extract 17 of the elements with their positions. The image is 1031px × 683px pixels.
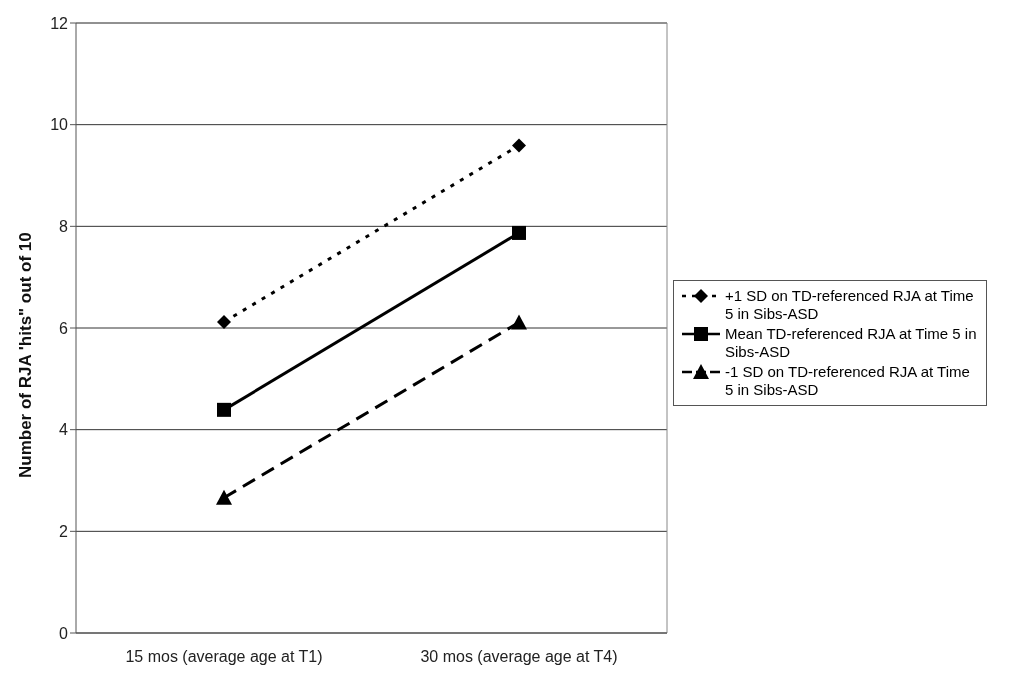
point [512,138,526,153]
y-tick-label: 2 [59,523,69,541]
y-tick-label: 12 [50,14,69,32]
y-tick-label: 4 [59,421,69,439]
point [217,314,231,329]
legend-label: Mean TD-referenced RJA at Time 5 in Sibs-ASD [725,325,978,361]
point [512,225,526,240]
y-tick-label: 6 [59,319,69,337]
legend-label: -1 SD on TD-referenced RJA at Time 5 in Sibs-ASD [725,363,971,399]
x-tick-label: 15 mos (average age at T1) [125,648,323,666]
y-tick-label: 10 [50,116,69,134]
legend-label: +1 SD on TD-referenced RJA at Time 5 in Sibs-ASD [725,287,975,323]
y-tick-label: 0 [59,624,69,642]
point [217,402,231,417]
x-tick-label: 30 mos (average age at T4) [420,648,618,666]
y-axis-title: Number of RJA 'hits" out of 10 [16,232,36,478]
y-tick-label: 8 [59,218,69,236]
